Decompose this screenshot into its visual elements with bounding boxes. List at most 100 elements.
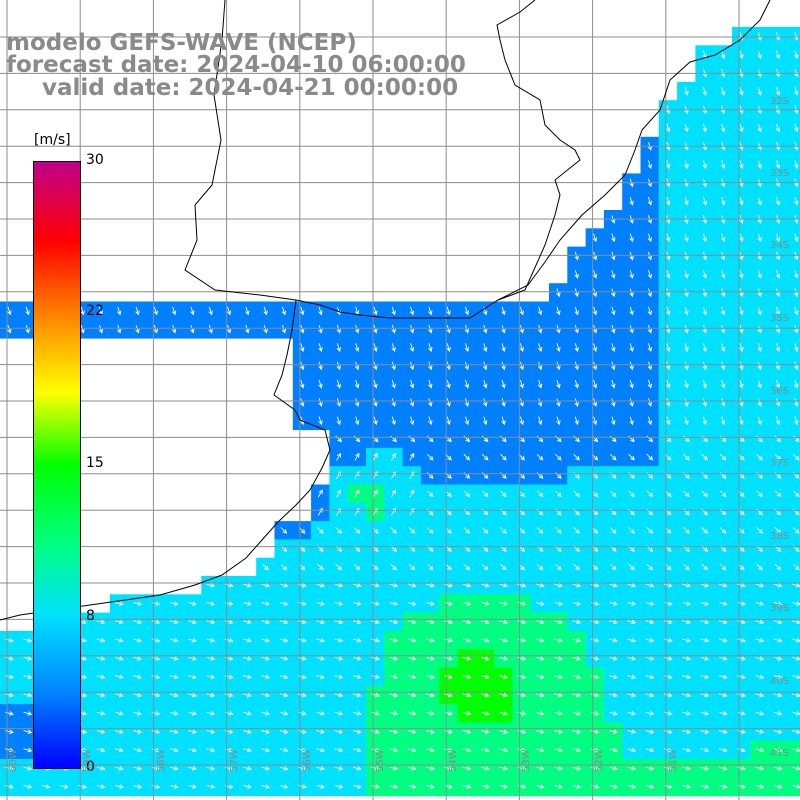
wind-arrow	[628, 453, 635, 461]
wind-arrow	[683, 563, 690, 571]
wind-arrow	[7, 306, 12, 316]
wind-arrow	[794, 160, 799, 169]
wind-arrow	[169, 729, 179, 734]
wind-arrow	[775, 123, 781, 133]
wind-arrow	[773, 711, 783, 716]
wind-arrow	[499, 674, 509, 680]
wind-arrow	[611, 361, 616, 371]
wind-arrow	[573, 563, 580, 571]
wind-arrow	[519, 306, 524, 316]
wind-arrow	[243, 637, 252, 643]
wind-arrow	[719, 490, 727, 498]
wind-arrow	[592, 324, 598, 334]
wind-arrow	[481, 527, 489, 534]
wind-arrow	[554, 766, 563, 771]
wind-arrow	[702, 68, 707, 78]
wind-arrow	[245, 324, 250, 334]
wind-arrow	[481, 435, 489, 443]
wind-arrow	[446, 416, 451, 426]
wind-arrow	[80, 324, 85, 334]
wind-arrow	[114, 619, 124, 625]
wind-arrow	[336, 361, 341, 371]
wind-arrow	[755, 583, 765, 588]
wind-arrow	[535, 619, 545, 625]
wind-arrow	[719, 563, 727, 571]
wind-arrow	[739, 361, 744, 371]
wind-arrow	[114, 601, 124, 606]
colorbar-tick-22: 22	[86, 303, 104, 319]
wind-arrow	[114, 711, 124, 716]
wind-arrow	[701, 490, 709, 498]
wind-arrow	[316, 583, 326, 588]
wind-arrow	[720, 87, 726, 96]
wind-arrow	[188, 766, 197, 771]
wind-arrow	[574, 379, 579, 389]
wind-arrow	[389, 692, 399, 698]
wind-arrow	[627, 601, 637, 606]
wind-arrow	[464, 343, 470, 352]
wind-arrow	[389, 711, 399, 716]
wind-arrow	[535, 637, 545, 643]
wind-arrow	[206, 619, 216, 625]
wind-arrow	[739, 398, 744, 407]
wind-arrow	[352, 656, 362, 661]
wind-arrow	[794, 123, 799, 133]
wind-arrow	[354, 489, 360, 498]
wind-arrow	[755, 601, 765, 606]
wind-arrow	[480, 601, 490, 606]
wind-arrow	[757, 416, 762, 426]
wind-arrow	[280, 563, 288, 571]
wind-arrow	[611, 343, 616, 352]
wind-arrow	[519, 343, 524, 352]
wind-arrow	[389, 619, 399, 625]
wind-arrow	[407, 711, 417, 716]
wind-arrow	[407, 766, 417, 771]
wind-arrow	[629, 196, 634, 206]
wind-arrow	[757, 87, 762, 96]
wind-arrow	[556, 361, 561, 371]
wind-arrow	[317, 489, 323, 498]
wind-arrow	[372, 452, 378, 461]
wind-arrow	[720, 343, 726, 352]
wind-arrow	[572, 711, 582, 716]
wind-arrow	[133, 674, 143, 680]
wind-arrow	[373, 379, 378, 389]
wind-arrow	[23, 747, 33, 753]
wind-arrow	[352, 784, 362, 789]
wind-arrow	[572, 656, 582, 661]
wind-arrow	[755, 619, 765, 625]
wind-arrow	[611, 270, 616, 279]
wind-arrow	[647, 398, 653, 407]
wind-arrow	[316, 766, 326, 771]
wind-arrow	[499, 711, 509, 716]
wind-arrow	[352, 637, 362, 643]
wind-arrow	[354, 416, 360, 426]
wind-arrow	[334, 637, 344, 643]
wind-arrow	[243, 583, 252, 588]
wind-arrow	[409, 361, 415, 371]
colorbar	[33, 161, 81, 769]
wind-arrow	[391, 398, 396, 407]
wind-arrow	[482, 324, 488, 334]
wind-arrow	[609, 766, 618, 771]
wind-arrow	[627, 674, 637, 680]
wind-arrow	[409, 343, 415, 352]
wind-arrow	[480, 583, 490, 588]
wind-arrow	[133, 747, 143, 753]
wind-arrow	[684, 398, 689, 407]
wind-arrow	[627, 747, 637, 753]
wind-arrow	[774, 453, 782, 461]
wind-arrow	[188, 656, 197, 661]
wind-arrow	[281, 324, 287, 334]
wind-arrow	[352, 747, 362, 753]
wind-speed-cell	[786, 191, 800, 211]
lat-label-32S: 32S	[770, 96, 790, 107]
wind-arrow	[774, 527, 782, 534]
wind-arrow	[261, 747, 271, 753]
wind-arrow	[279, 601, 289, 606]
wind-arrow	[739, 50, 744, 60]
wind-arrow	[720, 68, 726, 78]
wind-arrow	[299, 361, 305, 371]
wind-arrow	[279, 784, 289, 789]
wind-arrow	[775, 306, 781, 316]
